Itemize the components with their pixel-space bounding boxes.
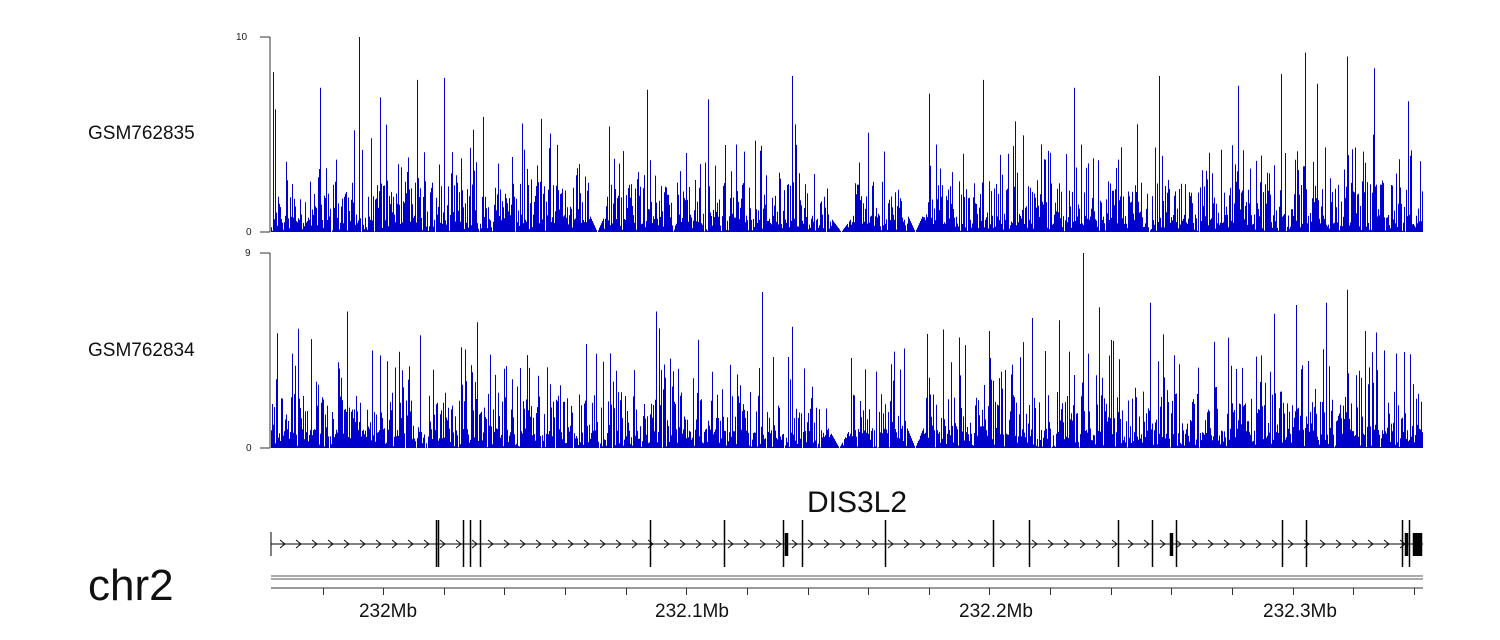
coverage-area-gsm762835 bbox=[271, 37, 1423, 232]
strand-arrow bbox=[1015, 539, 1022, 549]
strand-arrow bbox=[887, 539, 894, 549]
strand-arrow bbox=[1031, 539, 1038, 549]
strand-arrow bbox=[615, 539, 622, 549]
strand-arrow bbox=[679, 539, 686, 549]
track-label-gsm762834: GSM762834 bbox=[88, 340, 195, 361]
strand-arrow bbox=[1111, 539, 1118, 549]
strand-arrow bbox=[311, 539, 318, 549]
strand-arrow bbox=[295, 539, 302, 549]
strand-arrow bbox=[663, 539, 670, 549]
track2-y-tick-label-zero: 0 bbox=[246, 443, 252, 454]
strand-arrow bbox=[823, 539, 830, 549]
strand-arrow bbox=[791, 539, 798, 549]
strand-arrow bbox=[1159, 539, 1166, 549]
strand-arrow bbox=[871, 539, 878, 549]
strand-arrow bbox=[1383, 539, 1390, 549]
strand-arrow bbox=[711, 539, 718, 549]
strand-arrow bbox=[455, 539, 462, 549]
strand-arrow bbox=[967, 539, 974, 549]
genomic-axis-ticks bbox=[323, 588, 1415, 595]
track1-y-tick-label-max: 10 bbox=[236, 32, 248, 43]
strand-arrow bbox=[551, 539, 558, 549]
strand-arrow bbox=[855, 539, 862, 549]
strand-arrow bbox=[1047, 539, 1054, 549]
strand-arrow bbox=[1271, 539, 1278, 549]
strand-arrow bbox=[487, 539, 494, 549]
strand-arrow bbox=[983, 539, 990, 549]
track2-y-tick-label-max: 9 bbox=[245, 248, 251, 259]
strand-arrow bbox=[471, 539, 478, 549]
genomic-label-232-3mb: 232.3Mb bbox=[1263, 601, 1337, 622]
strand-arrow bbox=[951, 539, 958, 549]
strand-arrow bbox=[535, 539, 542, 549]
strand-arrow bbox=[1127, 539, 1134, 549]
genomic-label-232mb: 232Mb bbox=[359, 601, 417, 622]
genomic-label-232-2mb: 232.2Mb bbox=[959, 601, 1033, 622]
track-label-gsm762835: GSM762835 bbox=[88, 123, 195, 144]
strand-arrow bbox=[935, 539, 942, 549]
strand-arrow bbox=[1079, 539, 1086, 549]
strand-arrow bbox=[839, 539, 846, 549]
strand-arrow bbox=[647, 539, 654, 549]
strand-arrow bbox=[1175, 539, 1182, 549]
strand-arrow bbox=[407, 539, 414, 549]
strand-arrow bbox=[359, 539, 366, 549]
strand-arrow bbox=[391, 539, 398, 549]
strand-arrow bbox=[279, 539, 286, 549]
genomic-label-232-1mb: 232.1Mb bbox=[655, 601, 729, 622]
strand-arrow bbox=[775, 539, 782, 549]
strand-arrow bbox=[1335, 539, 1342, 549]
strand-arrow bbox=[759, 539, 766, 549]
strand-arrow bbox=[375, 539, 382, 549]
strand-arrow bbox=[999, 539, 1006, 549]
gene-exons bbox=[435, 520, 1423, 567]
strand-arrow bbox=[1255, 539, 1262, 549]
coverage-area-gsm762834 bbox=[271, 253, 1423, 448]
strand-arrow bbox=[727, 539, 734, 549]
strand-arrow bbox=[695, 539, 702, 549]
strand-arrow bbox=[1367, 539, 1374, 549]
strand-arrow bbox=[1351, 539, 1358, 549]
strand-arrows bbox=[279, 539, 1406, 549]
strand-arrow bbox=[519, 539, 526, 549]
chromosome-label: chr2 bbox=[88, 561, 174, 610]
strand-arrow bbox=[423, 539, 430, 549]
strand-arrow bbox=[807, 539, 814, 549]
strand-arrow bbox=[439, 539, 446, 549]
strand-arrow bbox=[1223, 539, 1230, 549]
strand-arrow bbox=[1239, 539, 1246, 549]
strand-arrow bbox=[903, 539, 910, 549]
strand-arrow bbox=[1063, 539, 1070, 549]
strand-arrow bbox=[631, 539, 638, 549]
strand-arrow bbox=[583, 539, 590, 549]
strand-arrow bbox=[1207, 539, 1214, 549]
strand-arrow bbox=[919, 539, 926, 549]
strand-arrow bbox=[567, 539, 574, 549]
track1-y-tick-label-zero: 0 bbox=[246, 227, 252, 238]
strand-arrow bbox=[1143, 539, 1150, 549]
strand-arrow bbox=[327, 539, 334, 549]
strand-arrow bbox=[1191, 539, 1198, 549]
strand-arrow bbox=[1303, 539, 1310, 549]
strand-arrow bbox=[343, 539, 350, 549]
strand-arrow bbox=[1287, 539, 1294, 549]
strand-arrow bbox=[503, 539, 510, 549]
strand-arrow bbox=[1319, 539, 1326, 549]
strand-arrow bbox=[1095, 539, 1102, 549]
gene-name-dis3l2: DIS3L2 bbox=[807, 486, 907, 519]
strand-arrow bbox=[743, 539, 750, 549]
strand-arrow bbox=[599, 539, 606, 549]
